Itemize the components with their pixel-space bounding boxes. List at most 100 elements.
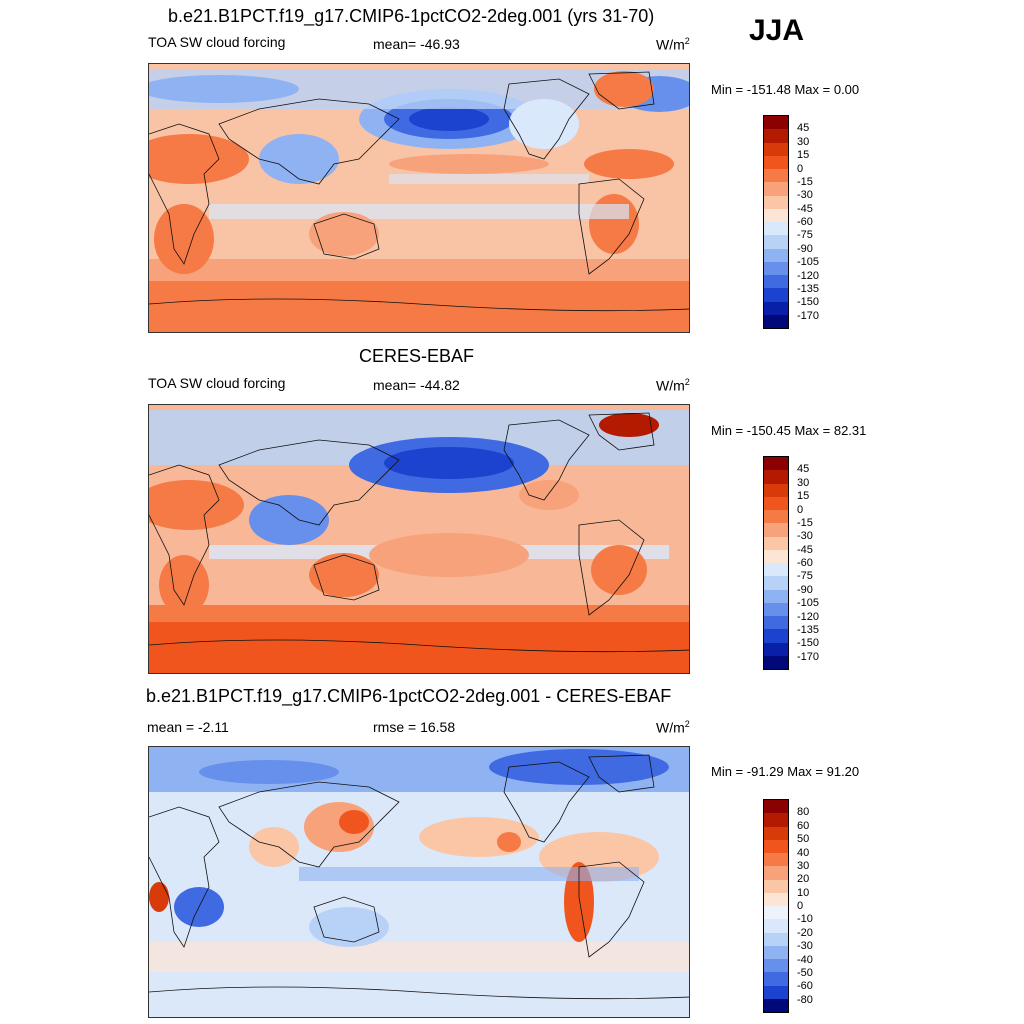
colorbar-tick-label: -30 <box>797 189 813 202</box>
colorbar-tick-label: -80 <box>797 993 813 1006</box>
panel3-map <box>148 746 690 1018</box>
colorbar-tick-label: 40 <box>797 846 810 859</box>
panel2-units: W/m2 <box>656 377 690 394</box>
colorbar-tick-label: -45 <box>797 202 813 215</box>
colorbar-swatch <box>764 892 788 906</box>
colorbar-swatch <box>764 985 788 999</box>
colorbar-tick-label: -170 <box>797 309 820 322</box>
colorbar-swatch <box>764 235 788 249</box>
colorbar-swatch <box>764 470 788 484</box>
panel3-minmax: Min = -91.29 Max = 91.20 <box>711 764 860 779</box>
colorbar-tick-label: -150 <box>797 637 820 650</box>
panel3-rmse: rmse = 16.58 <box>373 719 456 735</box>
colorbar-swatch <box>764 616 788 630</box>
colorbar-tick-label: 45 <box>797 463 810 476</box>
colorbar-tick-label: -50 <box>797 966 813 979</box>
colorbar-tick-label: 50 <box>797 833 810 846</box>
colorbar-swatch <box>764 972 788 986</box>
colorbar-swatch <box>764 563 788 577</box>
colorbar-tick-label: -15 <box>797 175 813 188</box>
panel2-variable-label: TOA SW cloud forcing <box>148 375 286 391</box>
colorbar-swatch <box>764 129 788 143</box>
panel1-minmax: Min = -151.48 Max = 0.00 <box>711 82 860 97</box>
panel2-minmax: Min = -150.45 Max = 82.31 <box>711 423 867 438</box>
panel2-title: CERES-EBAF <box>359 346 475 366</box>
colorbar-tick-label: 10 <box>797 886 810 899</box>
panel2-colorbar <box>763 456 789 670</box>
colorbar-swatch <box>764 642 788 656</box>
colorbar-tick-label: 30 <box>797 859 810 872</box>
season-label: JJA <box>749 14 805 47</box>
colorbar-swatch <box>764 483 788 497</box>
colorbar-tick-label: -30 <box>797 530 813 543</box>
colorbar-tick-label: -135 <box>797 623 820 636</box>
panel3-colorbar <box>763 799 789 1013</box>
colorbar-swatch <box>764 945 788 959</box>
colorbar-tick-label: -170 <box>797 650 820 663</box>
colorbar-tick-label: -120 <box>797 269 820 282</box>
panel3-map-svg <box>149 747 689 1017</box>
colorbar-swatch <box>764 457 788 471</box>
colorbar-swatch <box>764 182 788 196</box>
colorbar-tick-label: 15 <box>797 490 810 503</box>
colorbar-swatch <box>764 116 788 130</box>
colorbar-tick-label: 60 <box>797 819 810 832</box>
colorbar-swatch <box>764 800 788 814</box>
colorbar-tick-label: -90 <box>797 583 813 596</box>
colorbar-tick-label: 15 <box>797 149 810 162</box>
panel3-mean: mean = -2.11 <box>147 719 229 735</box>
colorbar-swatch <box>764 589 788 603</box>
colorbar-tick-label: -120 <box>797 610 820 623</box>
colorbar-swatch <box>764 169 788 183</box>
panel1-title: b.e21.B1PCT.f19_g17.CMIP6-1pctCO2-2deg.0… <box>168 6 655 26</box>
colorbar-swatch <box>764 248 788 262</box>
panel1-variable-label: TOA SW cloud forcing <box>148 34 286 50</box>
colorbar-swatch <box>764 549 788 563</box>
colorbar-tick-label: 80 <box>797 806 810 819</box>
colorbar-swatch <box>764 576 788 590</box>
colorbar-tick-label: 30 <box>797 135 810 148</box>
colorbar-tick-label: 0 <box>797 503 804 516</box>
colorbar-swatch <box>764 261 788 275</box>
colorbar-tick-label: -105 <box>797 256 820 269</box>
colorbar-swatch <box>764 866 788 880</box>
colorbar-tick-label: 45 <box>797 122 810 135</box>
colorbar-swatch <box>764 655 788 669</box>
colorbar-swatch <box>764 314 788 328</box>
colorbar-swatch <box>764 155 788 169</box>
colorbar-tick-label: -60 <box>797 557 813 569</box>
colorbar-swatch <box>764 932 788 946</box>
colorbar-swatch <box>764 826 788 840</box>
colorbar-tick-label: -135 <box>797 282 820 295</box>
panel2-mean: mean= -44.82 <box>373 377 460 393</box>
panel1-map <box>148 63 690 333</box>
colorbar-tick-label: -45 <box>797 543 813 556</box>
colorbar-swatch <box>764 496 788 510</box>
colorbar-swatch <box>764 301 788 315</box>
panel3-units: W/m2 <box>656 719 690 736</box>
panel1-map-svg <box>149 64 689 332</box>
colorbar-tick-label: 20 <box>797 873 810 886</box>
colorbar-tick-label: -75 <box>797 570 813 583</box>
colorbar-tick-label: -30 <box>797 940 813 953</box>
colorbar-swatch <box>764 998 788 1012</box>
colorbar-swatch <box>764 879 788 893</box>
panel3-title: b.e21.B1PCT.f19_g17.CMIP6-1pctCO2-2deg.0… <box>146 686 672 706</box>
colorbar-tick-label: -10 <box>797 913 813 926</box>
colorbar-tick-label: -105 <box>797 597 820 610</box>
colorbar-swatch <box>764 813 788 827</box>
panel1-units: W/m2 <box>656 36 690 53</box>
colorbar-swatch <box>764 275 788 289</box>
colorbar-swatch <box>764 959 788 973</box>
colorbar-swatch <box>764 919 788 933</box>
colorbar-tick-label: -90 <box>797 242 813 255</box>
colorbar-swatch <box>764 510 788 524</box>
colorbar-swatch <box>764 602 788 616</box>
colorbar-tick-label: -150 <box>797 296 820 309</box>
panel1-mean: mean= -46.93 <box>373 36 460 52</box>
colorbar-tick-label: -60 <box>797 980 813 993</box>
colorbar-tick-label: 0 <box>797 162 804 175</box>
colorbar-tick-label: 0 <box>797 900 804 912</box>
colorbar-tick-label: -60 <box>797 216 813 228</box>
panel2-map <box>148 404 690 674</box>
